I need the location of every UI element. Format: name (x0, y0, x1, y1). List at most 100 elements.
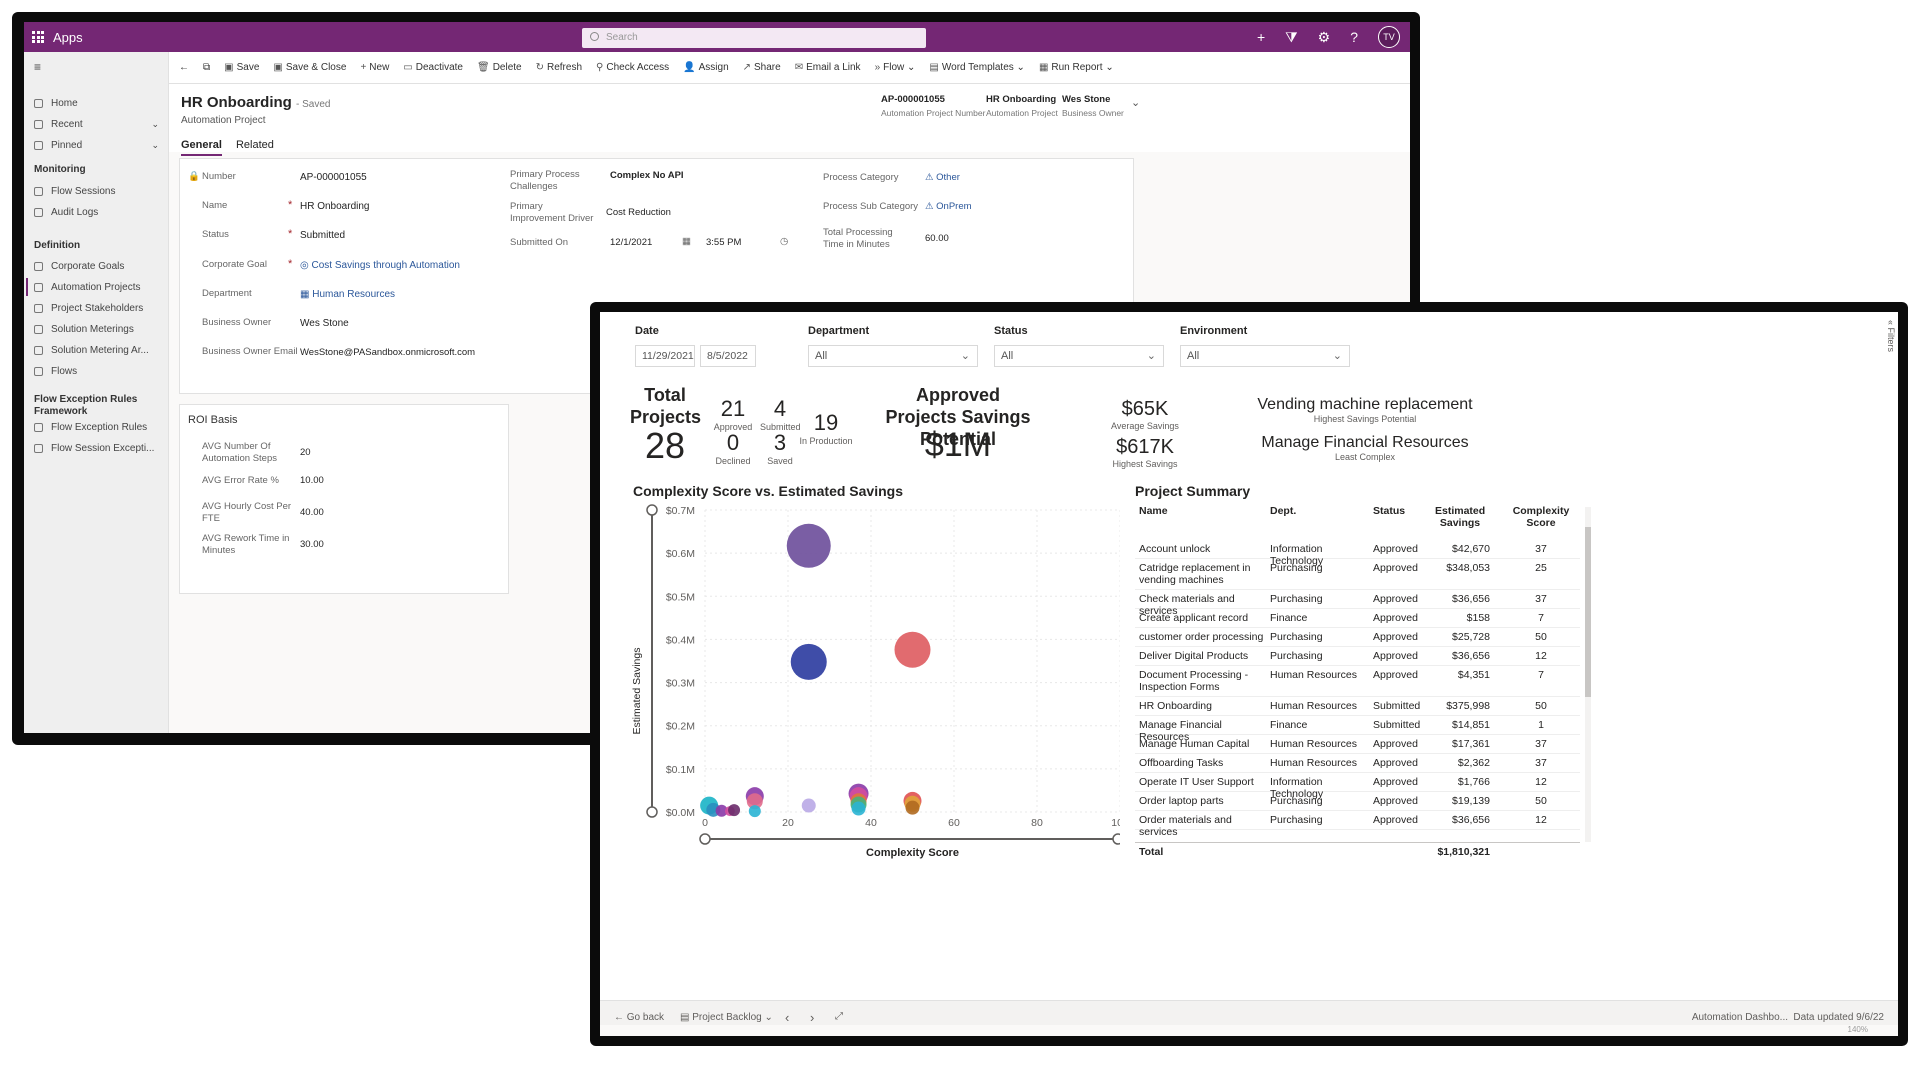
column-header-status[interactable]: Status (1373, 505, 1406, 517)
table-row[interactable]: Manage Financial Resources Finance Submitt… (1135, 716, 1580, 743)
tab-general[interactable]: General (181, 139, 222, 156)
processing-time-field[interactable]: 60.00 (925, 233, 949, 244)
email-field[interactable]: WesStone@PASandbox.onmicrosoft.com (300, 347, 476, 358)
report-name[interactable]: Automation Dashbo... (1691, 1012, 1788, 1023)
scatter-point[interactable] (894, 631, 931, 668)
scatter-point[interactable] (786, 523, 831, 568)
department-filter[interactable]: All ⌄ (808, 345, 978, 367)
nav-flow-sessions[interactable]: Flow Sessions (34, 182, 115, 200)
nav-automation-projects[interactable]: Automation Projects (34, 278, 141, 296)
nav-pinned[interactable]: Pinned ⌄ (34, 136, 159, 154)
calendar-icon[interactable]: ▦ (682, 236, 691, 247)
share-button[interactable]: ↗ Share (743, 62, 781, 73)
process-category-lookup[interactable]: ⚠ Other (925, 172, 960, 183)
popout-icon[interactable]: ⧉ (203, 62, 211, 73)
process-subcategory-lookup[interactable]: ⚠ OnPrem (925, 201, 972, 212)
delete-button[interactable]: 🗑 Delete (477, 62, 522, 73)
zoom-level[interactable]: 140% (1847, 1025, 1868, 1034)
scatter-point[interactable] (746, 793, 763, 810)
help-icon[interactable]: ? (1350, 29, 1358, 45)
date-to-input[interactable]: 8/5/2022 (700, 345, 756, 367)
submitted-time-field[interactable]: 3:55 PM (706, 237, 742, 248)
clock-icon[interactable]: ◷ (780, 236, 789, 247)
new-button[interactable]: + New (360, 62, 389, 73)
scatter-point[interactable] (715, 804, 728, 817)
submitted-date-field[interactable]: 12/1/2021 (610, 237, 653, 248)
next-page-icon[interactable]: › (810, 1010, 815, 1025)
email-link-button[interactable]: ✉ Email a Link (795, 62, 861, 73)
save-close-button[interactable]: ▣ Save & Close (273, 62, 346, 73)
search-input[interactable]: Search (582, 28, 926, 48)
department-lookup[interactable]: ▦ Human Resources (300, 289, 395, 300)
scatter-point[interactable] (728, 804, 741, 817)
column-header-complexity[interactable]: Complexity Score (1512, 505, 1570, 529)
nav-home[interactable]: Home (34, 94, 78, 112)
hamburger-icon[interactable]: ≡ (34, 60, 42, 74)
scatter-point[interactable] (748, 805, 761, 818)
table-row[interactable]: Create applicant record Finance Approved $1… (1135, 609, 1580, 628)
table-row[interactable]: customer order processing Purchasing Appro… (1135, 628, 1580, 647)
tab-related[interactable]: Related (235, 139, 274, 151)
nav-flow-exception-rules[interactable]: Flow Exception Rules (34, 418, 147, 436)
hourly-cost-field[interactable]: 40.00 (300, 507, 324, 518)
date-from-input[interactable]: 11/29/2021 (635, 345, 695, 367)
refresh-button[interactable]: ↻ Refresh (536, 62, 582, 73)
table-row[interactable]: Document Processing - Inspection Forms Hu… (1135, 666, 1580, 697)
gear-icon[interactable]: ⚙ (1317, 28, 1331, 45)
run-report-button[interactable]: ▦ Run Report ⌄ (1039, 62, 1114, 73)
assign-button[interactable]: 👤 Assign (683, 62, 728, 73)
scatter-point[interactable] (851, 801, 866, 816)
nav-project-stakeholders[interactable]: Project Stakeholders (34, 299, 143, 317)
scatter-point[interactable] (801, 798, 816, 813)
table-row[interactable]: Order laptop parts Purchasing Approved $19,… (1135, 792, 1580, 811)
status-filter[interactable]: All ⌄ (994, 345, 1164, 367)
chevron-down-icon[interactable]: ⌄ (1131, 97, 1141, 109)
avatar[interactable]: TV (1378, 26, 1400, 48)
filters-pane-toggle[interactable]: « Filters (1882, 320, 1896, 352)
plus-icon[interactable]: + (1256, 29, 1266, 45)
column-header-dept[interactable]: Dept. (1270, 505, 1297, 517)
rework-time-field[interactable]: 30.00 (300, 539, 324, 550)
nav-solution-metering-archive[interactable]: Solution Metering Ar... (34, 341, 149, 359)
table-row[interactable]: Operate IT User Support Information Techn… (1135, 773, 1580, 800)
page-selector[interactable]: ▤ Project Backlog ⌄ (680, 1012, 773, 1023)
nav-flow-session-exceptions[interactable]: Flow Session Excepti... (34, 439, 154, 457)
go-back-button[interactable]: ← Go back (614, 1012, 664, 1023)
nav-solution-meterings[interactable]: Solution Meterings (34, 320, 134, 338)
status-field[interactable]: Submitted (300, 230, 346, 241)
name-field[interactable]: HR Onboarding (300, 201, 370, 212)
scatter-chart[interactable]: 0 20 40 60 80 100 $0.0M $0.1M $0.2M $0.3M $0.4M $0.… (600, 497, 1120, 862)
error-rate-field[interactable]: 10.00 (300, 475, 324, 486)
nav-corporate-goals[interactable]: Corporate Goals (34, 257, 124, 275)
table-row[interactable]: Offboarding Tasks Human Resources Approved… (1135, 754, 1580, 773)
app-title[interactable]: Apps (53, 29, 83, 45)
table-row[interactable]: Account unlock Information Technology Appr… (1135, 540, 1580, 567)
pid-field[interactable]: Cost Reduction (606, 207, 671, 218)
check-access-button[interactable]: ⚲ Check Access (596, 62, 669, 73)
table-row[interactable]: Catridge replacement in vending machines… (1135, 559, 1580, 590)
table-row[interactable]: Order materials and services Purchasing Ap… (1135, 811, 1580, 838)
table-scrollbar[interactable] (1585, 507, 1591, 842)
column-header-savings[interactable]: Estimated Savings (1435, 505, 1486, 529)
app-launcher-icon[interactable] (32, 31, 44, 43)
back-icon[interactable]: ← (179, 62, 189, 73)
ppc-field[interactable]: Complex No API (610, 170, 684, 181)
nav-audit-logs[interactable]: Audit Logs (34, 203, 98, 221)
previous-page-icon[interactable]: ‹ (785, 1010, 790, 1025)
flow-button[interactable]: » Flow ⌄ (875, 62, 916, 73)
table-row[interactable]: Check materials and services Purchasing Ap… (1135, 590, 1580, 617)
nav-flows[interactable]: Flows (34, 362, 77, 380)
column-header-name[interactable]: Name (1139, 505, 1168, 517)
filter-icon[interactable]: ⧩ (1285, 28, 1298, 45)
table-row[interactable]: HR Onboarding Human Resources Submitted $37… (1135, 697, 1580, 716)
owner-field[interactable]: Wes Stone (300, 318, 349, 329)
nav-recent[interactable]: Recent ⌄ (34, 115, 159, 133)
scatter-point[interactable] (905, 800, 920, 815)
deactivate-button[interactable]: ▭ Deactivate (403, 62, 463, 73)
environment-filter[interactable]: All ⌄ (1180, 345, 1350, 367)
table-row[interactable]: Deliver Digital Products Purchasing Approv… (1135, 647, 1580, 666)
table-row[interactable]: Manage Human Capital Human Resources Appro… (1135, 735, 1580, 754)
scatter-point[interactable] (790, 643, 827, 680)
steps-field[interactable]: 20 (300, 447, 311, 458)
word-templates-button[interactable]: ▤ Word Templates ⌄ (929, 62, 1025, 73)
